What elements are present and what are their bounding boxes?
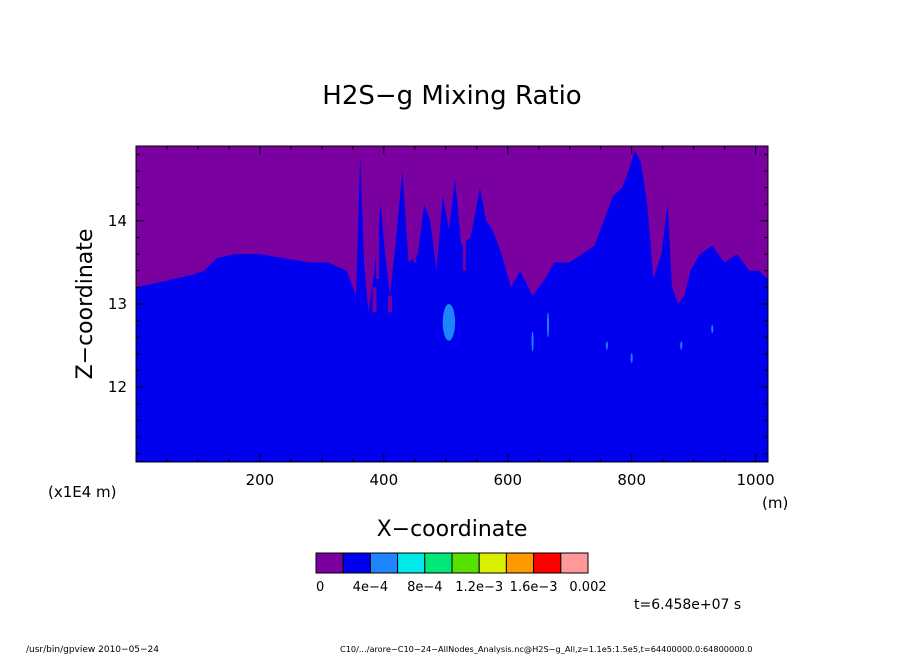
footer-right: C10/.../arore−C10−24−AllNodes_Analysis.n… (340, 644, 752, 654)
light-patch (680, 341, 683, 350)
colorbar-swatch (315, 552, 344, 574)
colorbar-swatch (533, 552, 562, 574)
y-axis-label: Z−coordinate (73, 229, 98, 380)
x-unit-label: (m) (762, 494, 788, 512)
colorbar-swatch (424, 552, 453, 574)
x-axis: 200 400 600 800 1000 (166, 146, 775, 489)
low-spike (388, 295, 393, 313)
y-axis: 12 13 14 (108, 153, 768, 455)
y-tick-label: 14 (108, 212, 127, 230)
purple-streak (413, 187, 417, 263)
colorbar-label: 1.6e−3 (510, 580, 558, 595)
colorbar-swatch (397, 552, 426, 574)
light-patch (547, 312, 550, 338)
light-patch (605, 341, 608, 350)
colorbar-label: 8e−4 (407, 580, 442, 595)
colorbar-label: 4e−4 (353, 580, 388, 595)
colorbar-swatch (451, 552, 480, 574)
time-label: t=6.458e+07 s (634, 597, 741, 613)
colorbar-swatch (342, 552, 371, 574)
colorbar-swatch (505, 552, 535, 574)
colorbar-label: 0.002 (569, 580, 606, 595)
colorbar: 0 4e−4 8e−4 1.2e−3 1.6e−3 0.002 (315, 552, 607, 595)
colorbar-swatch (560, 552, 589, 574)
x-tick-label: 200 (246, 471, 275, 489)
x-tick-label: 600 (493, 471, 522, 489)
light-patch (630, 353, 633, 364)
footer-left: /usr/bin/gpview 2010−05−24 (26, 645, 159, 654)
purple-streak (462, 229, 466, 271)
x-tick-label: 400 (370, 471, 399, 489)
x-axis-label: X−coordinate (377, 517, 528, 542)
mixing-region (136, 150, 768, 462)
y-unit-label: (x1E4 m) (48, 483, 117, 501)
light-patch (442, 304, 456, 341)
light-patch (711, 324, 714, 334)
plot-area (135, 145, 769, 463)
colorbar-swatch (369, 552, 399, 574)
colorbar-label: 1.2e−3 (455, 580, 503, 595)
x-tick-label: 1000 (737, 471, 775, 489)
light-patch (531, 331, 534, 352)
colorbar-swatch (478, 552, 507, 574)
y-tick-label: 12 (108, 378, 127, 396)
low-spike (372, 287, 377, 313)
x-tick-label: 800 (617, 471, 646, 489)
colorbar-label: 0 (316, 580, 324, 595)
chart-title: H2S−g Mixing Ratio (322, 81, 581, 111)
y-tick-label: 13 (108, 295, 127, 313)
purple-streak (376, 220, 380, 280)
